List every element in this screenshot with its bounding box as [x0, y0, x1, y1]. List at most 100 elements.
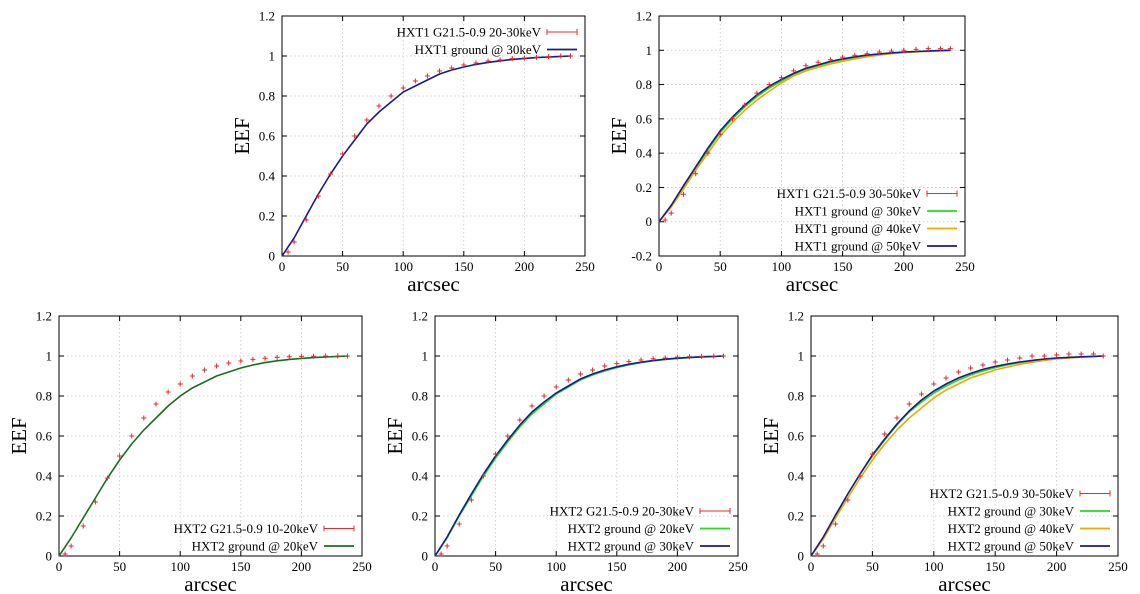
- legend-label: HXT2 ground @ 30keV: [948, 504, 1075, 519]
- y-tick-label: 0.2: [259, 209, 275, 224]
- x-axis-label: arcsec: [786, 272, 838, 296]
- data-point: [674, 354, 680, 360]
- data-point: [889, 48, 895, 54]
- x-tick-label: 150: [454, 259, 474, 274]
- data-point: [340, 151, 346, 157]
- data-point: [424, 73, 430, 79]
- y-tick-label: 0.4: [412, 469, 429, 484]
- data-point: [577, 371, 583, 377]
- data-point: [814, 551, 820, 557]
- x-tick-label: 0: [279, 259, 286, 274]
- data-point: [553, 384, 559, 390]
- data-point: [323, 353, 329, 359]
- data-point: [729, 116, 735, 122]
- y-tick-label: 0.8: [788, 389, 804, 404]
- data-point: [852, 52, 858, 58]
- chart-panel-p5: 0 50 100 150 200 250 0 0.2 0.4 0.6 0.8 1 1.2 arcsec EE…: [759, 309, 1128, 594]
- data-point: [869, 451, 875, 457]
- data-point: [141, 415, 147, 421]
- y-tick-label: 1.2: [636, 9, 652, 24]
- data-point: [668, 210, 674, 216]
- legend-label: HXT2 ground @ 50keV: [948, 539, 1075, 554]
- data-point: [364, 117, 370, 123]
- legend-label: HXT2 ground @ 20keV: [192, 539, 319, 554]
- data-point: [938, 46, 944, 52]
- legend-label: HXT1 ground @ 30keV: [795, 204, 922, 219]
- data-point: [906, 401, 912, 407]
- data-point: [650, 356, 656, 362]
- y-tick-label: 0.6: [788, 429, 805, 444]
- y-tick-label: 1.2: [412, 309, 428, 324]
- data-point: [274, 354, 280, 360]
- x-tick-label: 200: [515, 259, 535, 274]
- data-point: [827, 57, 833, 63]
- data-point: [521, 55, 527, 61]
- data-point: [468, 497, 474, 503]
- data-point: [517, 417, 523, 423]
- legend-label: HXT2 G21.5-0.9 30-50keV: [930, 486, 1075, 501]
- data-point: [546, 54, 552, 60]
- x-tick-label: 250: [728, 559, 748, 574]
- x-tick-label: 0: [432, 559, 439, 574]
- y-tick-label: 1: [646, 43, 653, 58]
- data-point: [840, 54, 846, 60]
- data-point: [189, 373, 195, 379]
- data-point: [238, 358, 244, 364]
- data-point: [344, 353, 350, 359]
- data-point: [92, 499, 98, 505]
- data-point: [80, 523, 86, 529]
- y-tick-label: 1.2: [259, 9, 275, 24]
- data-point: [894, 415, 900, 421]
- x-tick-label: 200: [668, 559, 688, 574]
- data-point: [720, 353, 726, 359]
- data-point: [262, 355, 268, 361]
- x-tick-label: 100: [772, 259, 792, 274]
- y-tick-label: 0.4: [259, 169, 276, 184]
- data-point: [626, 359, 632, 365]
- data-point: [1054, 352, 1060, 358]
- data-point: [820, 543, 826, 549]
- data-point: [680, 191, 686, 197]
- y-tick-label: 0: [422, 549, 429, 564]
- data-point: [943, 375, 949, 381]
- x-axis-label: arcsec: [407, 272, 459, 296]
- data-point: [913, 46, 919, 52]
- x-tick-label: 50: [489, 559, 502, 574]
- data-point: [534, 54, 540, 60]
- y-tick-label: 1: [46, 349, 53, 364]
- data-point: [226, 360, 232, 366]
- series-points-p4: [438, 353, 726, 557]
- data-point: [311, 353, 317, 359]
- data-point: [931, 381, 937, 387]
- data-point: [662, 217, 668, 223]
- data-point: [711, 353, 717, 359]
- x-axis-label: arcsec: [184, 572, 236, 594]
- data-point: [687, 354, 693, 360]
- data-point: [833, 521, 839, 527]
- data-point: [129, 433, 135, 439]
- data-point: [388, 93, 394, 99]
- x-axis-label: arcsec: [938, 572, 990, 594]
- x-tick-label: 150: [833, 259, 853, 274]
- data-point: [567, 53, 573, 59]
- data-point: [214, 363, 220, 369]
- data-point: [285, 249, 291, 255]
- y-tick-label: 1: [422, 349, 429, 364]
- x-tick-label: 250: [575, 259, 595, 274]
- data-point: [541, 393, 547, 399]
- data-point: [558, 53, 564, 59]
- y-tick-label: 0.6: [412, 429, 429, 444]
- data-point: [968, 365, 974, 371]
- data-point: [1090, 351, 1096, 357]
- legend-label: HXT1 G21.5-0.9 20-30keV: [397, 25, 542, 40]
- y-tick-label: 0: [798, 549, 805, 564]
- data-point: [444, 543, 450, 549]
- y-tick-label: 0.4: [36, 469, 53, 484]
- legend-label: HXT2 G21.5-0.9 20-30keV: [550, 504, 695, 519]
- y-tick-label: 1: [269, 49, 276, 64]
- y-tick-label: 1: [798, 349, 805, 364]
- series-line-p1-1: [281, 55, 571, 257]
- data-point: [882, 431, 888, 437]
- chart-panel-p2: 0 50 100 150 200 250 -0.2 0 0.2 0.4 0.6 0.8 1 1.2 arcs…: [607, 9, 975, 297]
- legend-label: HXT1 ground @ 40keV: [795, 221, 922, 236]
